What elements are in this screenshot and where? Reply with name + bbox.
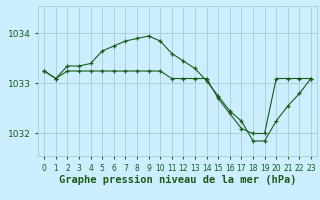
X-axis label: Graphe pression niveau de la mer (hPa): Graphe pression niveau de la mer (hPa) bbox=[59, 175, 296, 185]
